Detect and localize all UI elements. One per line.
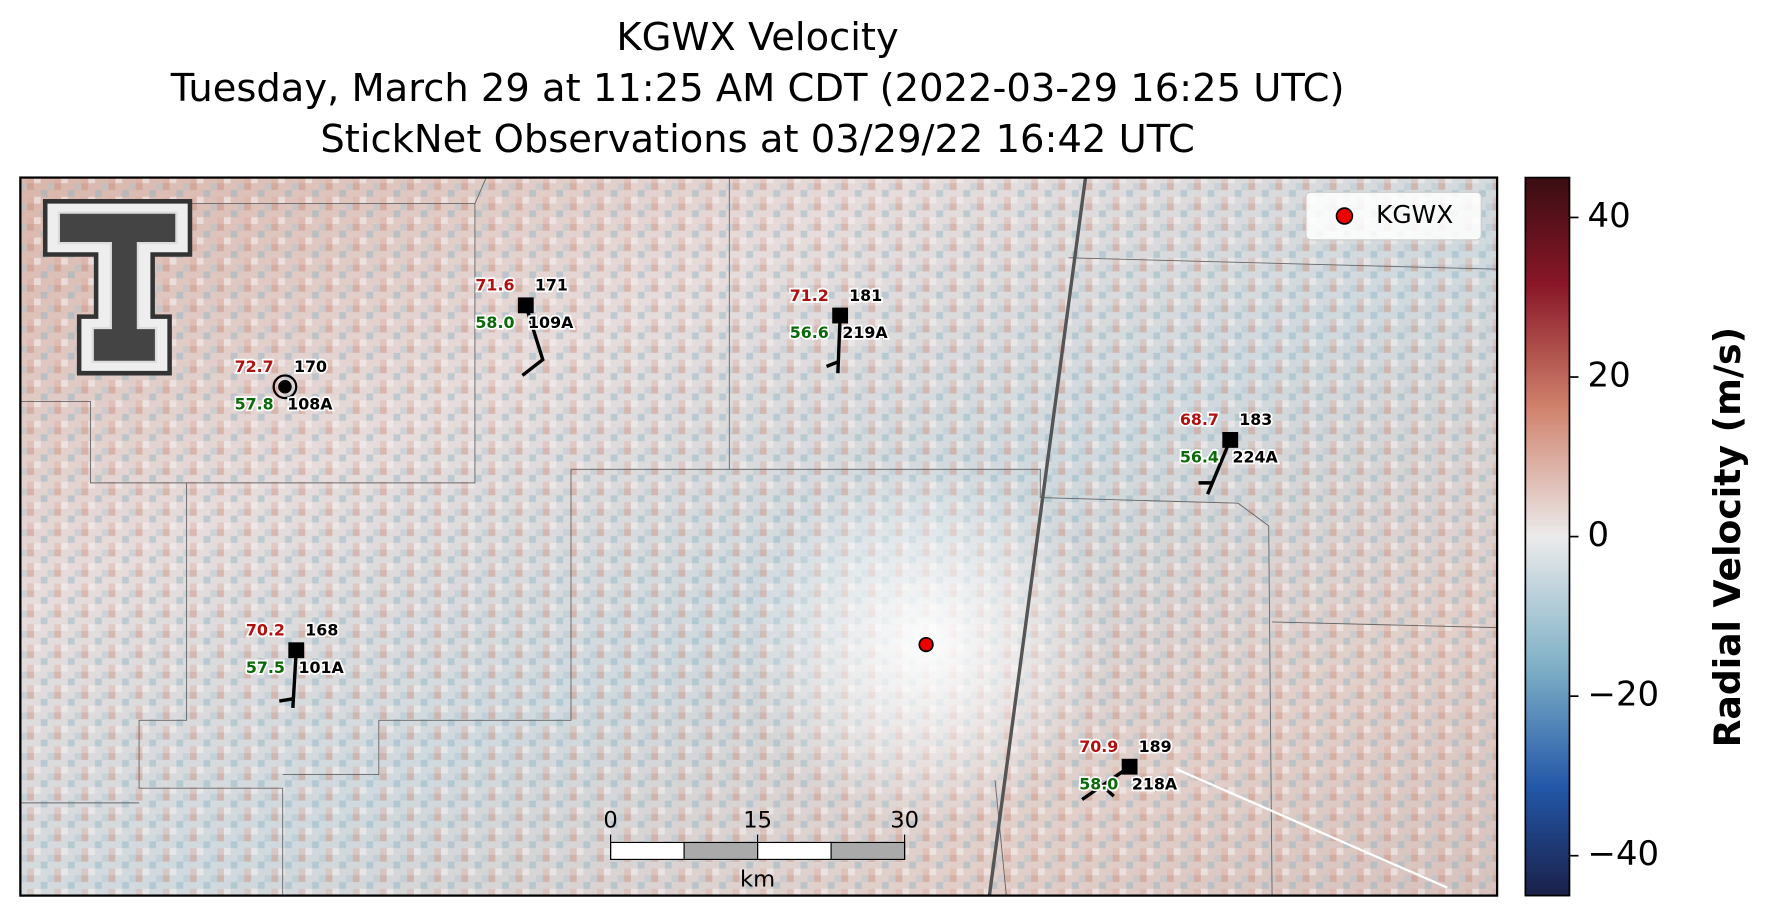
colorbar-label: Radial Velocity (m/s) bbox=[1706, 327, 1749, 748]
station-id: 108A bbox=[287, 394, 333, 413]
scale-unit: km bbox=[740, 866, 775, 892]
scale-segment bbox=[757, 841, 832, 860]
station-id: 219A bbox=[842, 323, 888, 342]
station-number: 171 bbox=[535, 276, 568, 295]
scale-tick-label: 30 bbox=[890, 807, 919, 833]
wind-barb bbox=[1198, 439, 1232, 495]
stations: 72.7 170 57.8 108A 71.6 171 58.0 109A 71.2 181 56.… bbox=[233, 274, 1280, 801]
colorbar-tick-label: −40 bbox=[1588, 834, 1660, 873]
colorbar: Radial Velocity (m/s) 40 20 0 −20 −40 bbox=[1524, 176, 1749, 897]
colorbar-tick-label: −20 bbox=[1588, 675, 1660, 714]
dewpoint: 58.0 bbox=[1079, 774, 1118, 793]
wind-barb bbox=[279, 650, 298, 708]
station-id: 224A bbox=[1233, 448, 1279, 467]
scale-bar: km 0 15 30 bbox=[603, 807, 919, 892]
station-number: 170 bbox=[294, 357, 327, 376]
colorbar-tick-label: 0 bbox=[1588, 515, 1610, 554]
colorbar-tick-label: 40 bbox=[1588, 196, 1631, 235]
highway bbox=[987, 177, 1088, 896]
university-logo bbox=[42, 199, 193, 376]
station-number: 181 bbox=[849, 286, 882, 305]
station-number: 183 bbox=[1239, 410, 1272, 429]
title-line: StickNet Observations at 03/29/22 16:42 … bbox=[320, 117, 1194, 162]
station-marker bbox=[1121, 758, 1138, 775]
station: 68.7 183 56.4 224A bbox=[1178, 408, 1280, 495]
radial-line bbox=[1175, 767, 1448, 889]
dewpoint: 56.6 bbox=[790, 323, 829, 342]
station-id: 101A bbox=[299, 658, 345, 677]
temperature: 70.2 bbox=[246, 621, 285, 640]
station-marker bbox=[832, 307, 849, 324]
station-marker-inner bbox=[278, 379, 292, 394]
station: 71.6 171 58.0 109A bbox=[474, 274, 576, 377]
scale-tick-label: 15 bbox=[743, 807, 772, 833]
station-marker bbox=[288, 642, 305, 659]
station-marker bbox=[517, 297, 534, 314]
station-id: 109A bbox=[528, 313, 574, 332]
legend-label: KGWX bbox=[1376, 200, 1453, 229]
legend-marker bbox=[1335, 207, 1354, 225]
temperature: 70.9 bbox=[1079, 737, 1118, 756]
wind-barb bbox=[825, 315, 842, 374]
temperature: 71.2 bbox=[790, 286, 829, 305]
scale-segment bbox=[683, 841, 759, 860]
temperature: 72.7 bbox=[235, 357, 274, 376]
dewpoint: 57.8 bbox=[235, 394, 274, 413]
scale-segment bbox=[830, 841, 906, 860]
legend: KGWX bbox=[1305, 191, 1482, 241]
station-id: 218A bbox=[1132, 774, 1178, 793]
station-marker bbox=[1222, 431, 1239, 448]
station: 70.2 168 57.5 101A bbox=[244, 619, 346, 708]
radar-site bbox=[918, 636, 934, 653]
title-line: KGWX Velocity bbox=[616, 15, 898, 60]
temperature: 71.6 bbox=[475, 276, 514, 295]
station: 71.2 181 56.6 219A bbox=[788, 284, 890, 374]
temperature: 68.7 bbox=[1180, 410, 1219, 429]
station: 72.7 170 57.8 108A bbox=[233, 355, 335, 415]
title-line: Tuesday, March 29 at 11:25 AM CDT (2022-… bbox=[170, 66, 1345, 111]
dewpoint: 57.5 bbox=[246, 658, 285, 677]
county-borders bbox=[20, 177, 1498, 896]
scale-tick-label: 0 bbox=[603, 807, 617, 833]
station-number: 168 bbox=[305, 621, 338, 640]
map-panel bbox=[19, 176, 1499, 897]
scale-segment bbox=[610, 841, 685, 860]
station-number: 189 bbox=[1139, 737, 1172, 756]
colorbar-tick-label: 20 bbox=[1588, 356, 1631, 395]
wind-barb bbox=[521, 304, 545, 377]
station-marker bbox=[272, 374, 298, 400]
dewpoint: 56.4 bbox=[1180, 448, 1219, 467]
station: 70.9 189 58.0 218A bbox=[1078, 735, 1180, 801]
dewpoint: 58.0 bbox=[475, 313, 514, 332]
